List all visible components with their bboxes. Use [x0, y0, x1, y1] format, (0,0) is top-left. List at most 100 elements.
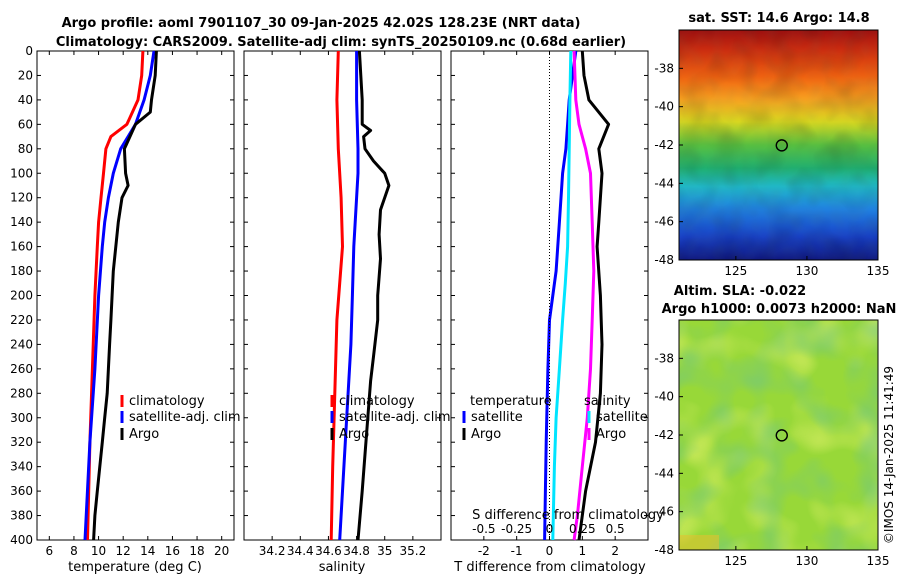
figure-title-line1: Argo profile: aoml 7901107_30 09-Jan-202… [62, 16, 581, 31]
map-y-tick-label: -48 [654, 253, 674, 267]
legend-s-satellite: satellite [596, 410, 648, 425]
x-tick-label: 0 [546, 544, 554, 558]
x-tick-label: 1 [579, 544, 587, 558]
x-tick-label: -2 [478, 544, 490, 558]
depth-tick-label: 80 [18, 142, 33, 156]
legend-argo: Argo [339, 427, 369, 442]
imos-timestamp: ©IMOS 14-Jan-2025 11:41:49 [882, 366, 896, 544]
sst-map-image [679, 30, 878, 260]
sla-map-ticks: 125 130 135 -38 -40 -42 -44 -46 -48 [654, 351, 889, 568]
x-tick-label: 18 [189, 544, 204, 558]
map-y-tick-label: -46 [654, 505, 674, 519]
map-y-tick-label: -40 [654, 100, 674, 114]
depth-tick-label: 20 [18, 68, 33, 82]
x-tick-label: 8 [70, 544, 78, 558]
series-line-satellite-adj-clim [338, 51, 360, 541]
legend-s-argo: Argo [596, 427, 626, 442]
map-y-tick-label: -42 [654, 428, 674, 442]
sst-map-ticks: 125 130 135 -38 -40 -42 -44 -46 -48 [654, 61, 889, 278]
depth-tick-label: 220 [10, 313, 33, 327]
depth-tick-label: 300 [10, 411, 33, 425]
map-y-tick-label: -40 [654, 390, 674, 404]
map-x-tick-label: 135 [867, 554, 890, 568]
depth-tick-label: 0 [25, 44, 33, 58]
secondary-tick-label: 0 [546, 522, 554, 536]
legend-climatology: climatology [129, 394, 205, 409]
x-tick-label: 35.2 [399, 544, 426, 558]
legend-satellite: satellite-adj. clim [339, 410, 451, 425]
legend-temperature-title: temperature [470, 394, 552, 409]
difference-axes [450, 50, 649, 541]
depth-tick-label: 280 [10, 386, 33, 400]
x-tick-label: 16 [165, 544, 180, 558]
figure-title-line2: Climatology: CARS2009. Satellite-adj cli… [56, 35, 626, 50]
x-tick-label: 34.2 [259, 544, 286, 558]
series-line-salinity-argo [572, 50, 596, 541]
salinity-difference-label: S difference from climatology [472, 508, 664, 523]
depth-tick-label: 60 [18, 117, 33, 131]
series-line-temperature-satellite [543, 50, 578, 541]
map-x-tick-label: 125 [724, 554, 747, 568]
secondary-tick-label: 0.5 [606, 522, 625, 536]
series-line-temperature-argo [577, 50, 611, 541]
depth-tick-label: 360 [10, 484, 33, 498]
depth-tick-label: 380 [10, 509, 33, 523]
salinity-difference-ticks: -0.5 -0.25 0 0.25 0.5 [472, 522, 625, 536]
series-line-argo [92, 50, 158, 541]
depth-tick-label: 260 [10, 362, 33, 376]
legend-salinity-title: salinity [584, 394, 631, 409]
difference-legend: temperature satellite Argo salinity sate… [462, 394, 648, 442]
sla-map-image [679, 320, 878, 550]
legend-argo: Argo [129, 427, 159, 442]
secondary-tick-label: -0.5 [472, 522, 495, 536]
salinity-legend: climatology satellite-adj. clim Argo [330, 394, 451, 442]
legend-satellite: satellite-adj. clim [129, 410, 241, 425]
sla-map-title: Altim. SLA: -0.022 [674, 284, 806, 299]
x-tick-label: 34.6 [315, 544, 342, 558]
series-line-salinity-satellite [551, 50, 573, 541]
profile-lines [83, 50, 611, 541]
x-tick-label: 14 [140, 544, 155, 558]
map-y-tick-label: -38 [654, 351, 674, 365]
depth-tick-label: 140 [10, 215, 33, 229]
sla-map-subtitle: Argo h1000: 0.0073 h2000: NaN [662, 302, 897, 317]
depth-tick-label: 320 [10, 435, 33, 449]
salinity-xlabel: salinity [319, 560, 366, 575]
x-tick-label: 6 [45, 544, 53, 558]
map-y-tick-label: -44 [654, 176, 674, 190]
temperature-xlabel: temperature (deg C) [68, 560, 202, 575]
series-line-argo [356, 50, 391, 541]
map-y-tick-label: -48 [654, 543, 674, 557]
depth-tick-label: 180 [10, 264, 33, 278]
x-tick-label: 34.4 [287, 544, 314, 558]
x-tick-label: 12 [116, 544, 131, 558]
legend-climatology: climatology [339, 394, 415, 409]
depth-tick-label: 340 [10, 460, 33, 474]
x-tick-label: 10 [91, 544, 106, 558]
sst-map-title: sat. SST: 14.6 Argo: 14.8 [688, 11, 869, 26]
x-tick-label: -1 [511, 544, 523, 558]
map-y-tick-label: -44 [654, 466, 674, 480]
temperature-legend: climatology satellite-adj. clim Argo [120, 394, 241, 442]
series-line-climatology [329, 50, 344, 541]
difference-xlabel: T difference from climatology [453, 560, 646, 575]
legend-t-satellite: satellite [471, 410, 523, 425]
map-y-tick-label: -46 [654, 215, 674, 229]
secondary-tick-label: -0.25 [501, 522, 532, 536]
map-y-tick-label: -38 [654, 61, 674, 75]
series-line-climatology [86, 50, 145, 541]
map-x-tick-label: 125 [724, 264, 747, 278]
map-y-tick-label: -42 [654, 138, 674, 152]
depth-tick-label: 200 [10, 289, 33, 303]
secondary-tick-label: 0.25 [569, 522, 596, 536]
depth-tick-label: 100 [10, 166, 33, 180]
x-tick-label: 2 [611, 544, 619, 558]
sst-argo-marker [775, 139, 788, 152]
series-line-satellite-adj-clim [83, 50, 156, 541]
legend-t-argo: Argo [471, 427, 501, 442]
depth-tick-label: 400 [10, 533, 33, 547]
depth-tick-label: 40 [18, 93, 33, 107]
x-tick-label: 20 [214, 544, 229, 558]
map-x-tick-label: 130 [795, 264, 818, 278]
